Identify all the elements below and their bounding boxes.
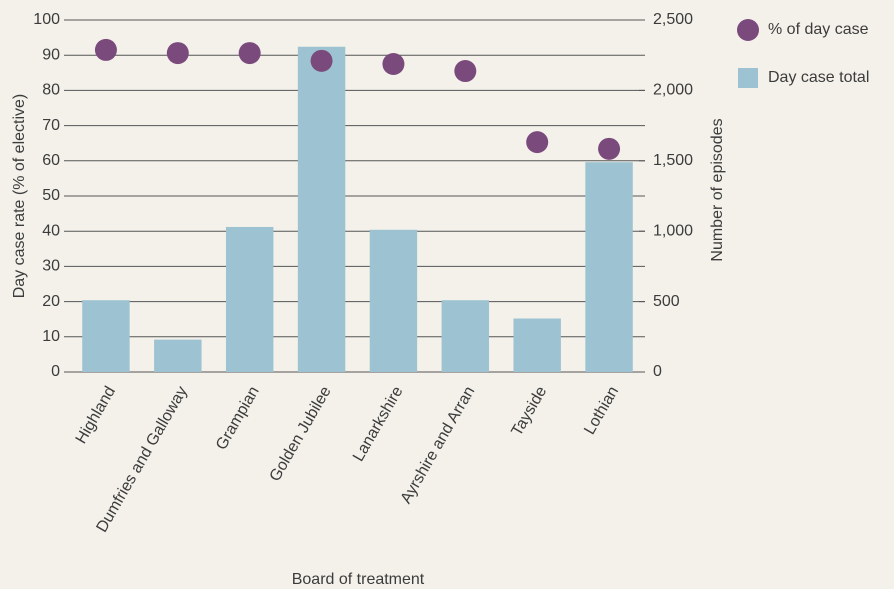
y-tick-label: 50: [42, 187, 60, 204]
bar: [441, 300, 490, 372]
x-tick-label: Highland: [73, 384, 119, 447]
y-tick-label: 70: [42, 117, 60, 134]
x-tick-label: Ayrshire and Arran: [398, 384, 479, 507]
y2-tick-label: 0: [653, 363, 662, 380]
legend-label: Day case total: [768, 69, 869, 86]
legend-marker: [738, 68, 758, 88]
y-tick-label: 20: [42, 293, 60, 310]
y2-tick-label: 1,500: [653, 152, 693, 169]
legend-marker: [737, 19, 759, 41]
y-tick-label: 40: [42, 222, 60, 239]
bar: [225, 226, 274, 372]
bar: [297, 46, 346, 372]
dot: [526, 131, 549, 154]
x-tick-label: Grampian: [213, 384, 263, 453]
y-tick-label: 100: [33, 11, 60, 28]
bar: [513, 318, 561, 372]
x-tick-label: Tayside: [508, 384, 550, 440]
bar: [369, 229, 418, 372]
y-tick-label: 80: [42, 82, 60, 99]
x-tick-label: Golden Jubilee: [267, 384, 335, 485]
dot: [238, 42, 261, 65]
bar: [154, 339, 202, 372]
y2-tick-label: 2,000: [653, 82, 693, 99]
dot: [94, 38, 117, 61]
x-tick-label: Lanarkshire: [350, 384, 407, 465]
dot: [382, 53, 405, 75]
y2-tick-label: 1,000: [653, 222, 693, 239]
y-axis-title: Day case rate (% of elective): [11, 94, 28, 299]
y2-axis-title: Number of episodes: [709, 118, 726, 261]
dot: [598, 137, 621, 160]
bar: [82, 300, 130, 372]
legend-label: % of day case: [768, 21, 869, 38]
y-tick-label: 10: [42, 328, 60, 345]
y2-tick-label: 500: [653, 293, 680, 310]
y-tick-label: 60: [42, 152, 60, 169]
bar: [585, 162, 633, 372]
y-tick-label: 30: [42, 258, 60, 275]
y2-tick-label: 2,500: [653, 11, 693, 28]
dot: [310, 49, 333, 72]
dot: [166, 42, 189, 65]
y-tick-label: 0: [51, 363, 60, 380]
dot: [454, 60, 477, 83]
y-tick-label: 90: [42, 46, 60, 63]
x-tick-label: Lothian: [581, 384, 622, 438]
x-axis-title: Board of treatment: [292, 571, 425, 588]
